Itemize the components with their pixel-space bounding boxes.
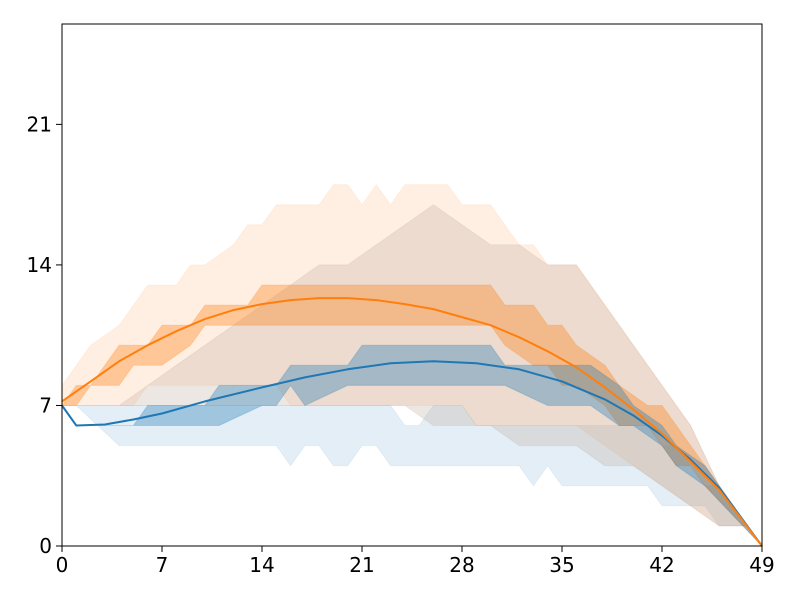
y-tick-label: 7 [39, 393, 52, 417]
plot-frame [61, 23, 763, 547]
x-tick-label: 7 [156, 553, 169, 577]
x-tick-label: 0 [56, 553, 69, 577]
x-tick-label: 14 [249, 553, 274, 577]
y-tick-label: 14 [27, 253, 52, 277]
x-tick-label: 28 [449, 553, 474, 577]
orange-mean-line [61, 297, 763, 547]
x-tick-label: 21 [349, 553, 374, 577]
x-tick-label: 49 [749, 553, 774, 577]
ticks-layer: 0 7 14 21 28 35 42 49 0 7 14 21 [27, 112, 775, 577]
y-tick-label: 0 [39, 534, 52, 558]
x-tick-label: 42 [649, 553, 674, 577]
bands-layer [61, 183, 763, 547]
blue-mean-line [61, 360, 763, 547]
x-tick-label: 35 [549, 553, 574, 577]
lines-layer [61, 297, 763, 547]
y-tick-label: 21 [27, 112, 52, 136]
